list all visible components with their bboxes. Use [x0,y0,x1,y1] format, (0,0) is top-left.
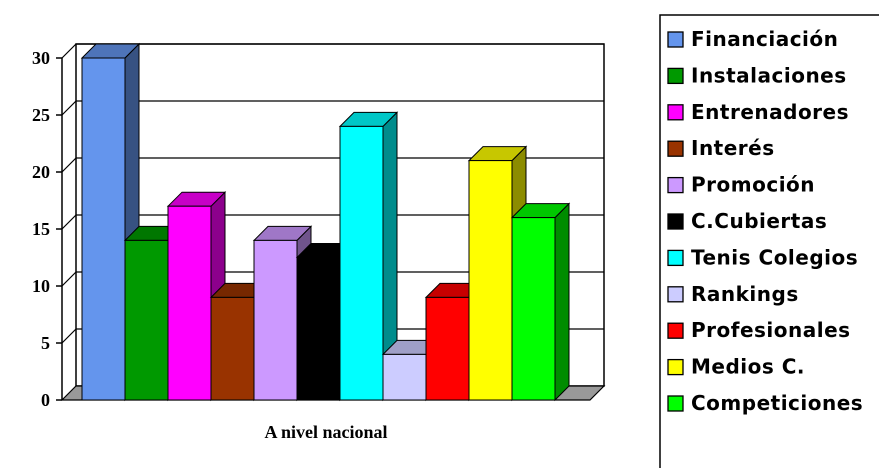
legend-swatch [667,395,684,412]
legend-entry-label: Medios C. [691,355,805,379]
legend-entry-label: Entrenadores [691,100,849,124]
y-tick-label: 15 [32,219,50,239]
gridline-diagonal [61,157,77,173]
legend-entry-label: Interés [691,136,775,160]
y-tick-label: 25 [32,105,50,125]
legend-entry-label: Competiciones [691,391,863,415]
gridline-diagonal [61,214,77,230]
legend-entry-label: Financiación [691,27,838,51]
legend-entry-label: Instalaciones [691,63,847,87]
legend-swatch [667,286,684,303]
bar [510,202,571,402]
bar-side [554,202,570,402]
gridline-diagonal [61,100,77,116]
y-tick-label: 20 [32,162,50,182]
y-tick-label: 30 [32,48,50,68]
bar-front [124,239,169,401]
y-tick-label: 10 [32,276,50,296]
legend-entry-label: Profesionales [691,318,851,342]
gridline-diagonal [61,271,77,287]
legend-swatch [667,31,684,48]
legend-entry-label: Promoción [691,173,815,197]
bar-front [339,125,384,401]
legend-swatch [667,67,684,85]
legend-swatch [667,176,684,194]
legend: Financiación Instalaciones Entrenadores Int… [659,14,879,468]
bar-front [296,257,341,401]
y-tick-label: 5 [41,333,50,353]
bar-front [253,239,298,401]
bars [80,42,571,402]
bar-front [210,296,255,401]
legend-swatch [667,249,684,267]
bar-front [167,205,212,401]
legend-entry-label: Rankings [691,282,799,306]
gridline-diagonal [61,43,77,59]
legend-swatch [667,140,684,157]
legend-entry-label: Tenis Colegios [691,245,858,269]
legend-box [659,14,879,468]
legend-swatch [667,322,684,339]
y-tick-label: 0 [41,390,50,410]
bar-front [81,57,126,401]
legend-entry-label: C.Cubiertas [691,209,827,233]
bar [338,111,399,402]
gridline-diagonal [61,328,77,344]
legend-swatch [667,213,684,230]
bar-front [382,353,427,401]
legend-swatch [667,358,684,376]
bar-front [511,217,556,401]
bar-front [468,160,513,401]
legend-swatch [667,104,684,121]
bar-front [425,296,470,401]
x-category-label: A nivel nacional [264,422,387,442]
